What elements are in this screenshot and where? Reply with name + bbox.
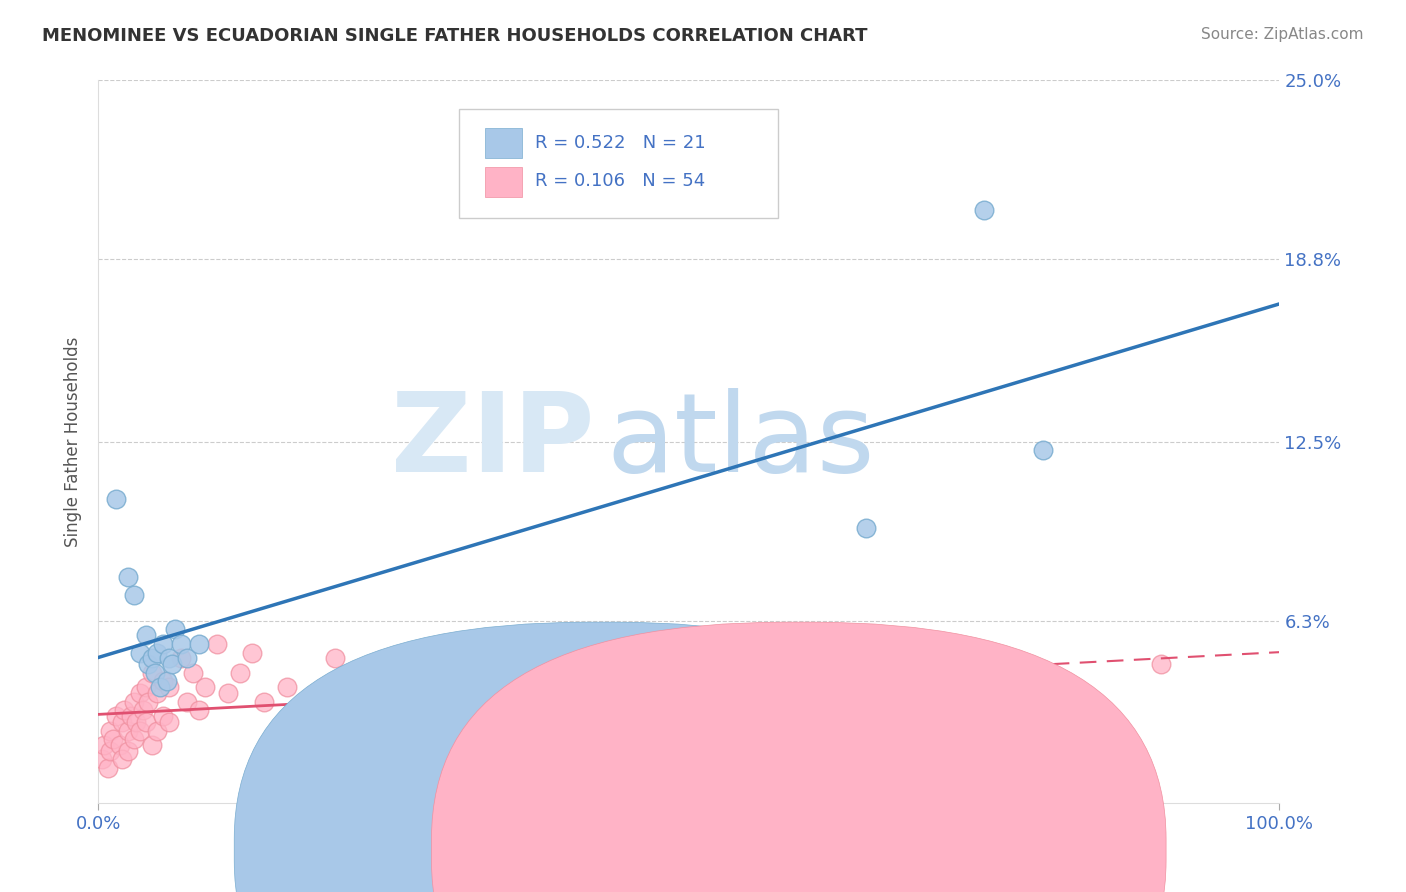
Point <box>914 646 936 660</box>
Point <box>323 651 346 665</box>
Point <box>141 665 163 680</box>
Text: R = 0.106   N = 54: R = 0.106 N = 54 <box>536 172 706 190</box>
Point <box>128 646 150 660</box>
Point <box>101 732 124 747</box>
FancyBboxPatch shape <box>458 109 778 218</box>
Point <box>128 686 150 700</box>
Point <box>382 674 405 689</box>
Point <box>122 695 145 709</box>
Point <box>146 686 169 700</box>
Point <box>157 680 180 694</box>
Point <box>105 492 128 507</box>
Point <box>108 738 131 752</box>
Point <box>146 646 169 660</box>
Text: Ecuadorians: Ecuadorians <box>817 841 927 859</box>
Point <box>97 761 120 775</box>
Point <box>165 623 187 637</box>
Text: MENOMINEE VS ECUADORIAN SINGLE FATHER HOUSEHOLDS CORRELATION CHART: MENOMINEE VS ECUADORIAN SINGLE FATHER HO… <box>42 27 868 45</box>
Point <box>187 703 209 717</box>
Point <box>122 732 145 747</box>
Text: ZIP: ZIP <box>391 388 595 495</box>
Point <box>91 752 114 766</box>
Point <box>441 695 464 709</box>
Point <box>105 709 128 723</box>
Point <box>152 637 174 651</box>
Point <box>132 703 155 717</box>
Point <box>152 709 174 723</box>
Text: atlas: atlas <box>606 388 875 495</box>
Point <box>973 203 995 218</box>
Point <box>117 744 139 758</box>
Point <box>240 646 263 660</box>
Point <box>125 714 148 729</box>
Point <box>1032 443 1054 458</box>
Point <box>205 637 228 651</box>
Point <box>276 680 298 694</box>
Text: Menominee: Menominee <box>620 841 725 859</box>
Point <box>149 680 172 694</box>
Point <box>217 686 239 700</box>
Point <box>181 665 204 680</box>
Y-axis label: Single Father Households: Single Father Households <box>65 336 83 547</box>
Point <box>112 703 135 717</box>
Point <box>170 651 193 665</box>
Text: R = 0.522   N = 21: R = 0.522 N = 21 <box>536 134 706 153</box>
Point <box>146 723 169 738</box>
Point <box>156 674 179 689</box>
Point <box>253 695 276 709</box>
Point <box>194 680 217 694</box>
Point <box>1091 709 1114 723</box>
Point <box>135 628 157 642</box>
Point <box>501 651 523 665</box>
Point <box>347 686 370 700</box>
Point <box>170 637 193 651</box>
Point <box>135 714 157 729</box>
Point <box>111 714 134 729</box>
Point <box>136 657 159 671</box>
Point <box>855 521 877 535</box>
Point <box>136 695 159 709</box>
Point <box>141 651 163 665</box>
Text: Source: ZipAtlas.com: Source: ZipAtlas.com <box>1201 27 1364 42</box>
Point <box>157 714 180 729</box>
Point <box>117 570 139 584</box>
Point <box>160 657 183 671</box>
Point <box>152 674 174 689</box>
Point <box>122 588 145 602</box>
Point <box>98 744 121 758</box>
FancyBboxPatch shape <box>485 128 523 158</box>
FancyBboxPatch shape <box>235 623 969 892</box>
Point <box>93 738 115 752</box>
Point <box>111 752 134 766</box>
Point <box>176 651 198 665</box>
Point <box>418 752 440 766</box>
Point <box>299 703 322 717</box>
Point <box>187 637 209 651</box>
Point <box>121 709 143 723</box>
Point <box>128 723 150 738</box>
Point <box>176 695 198 709</box>
Point <box>1032 665 1054 680</box>
Point <box>465 657 488 671</box>
Point <box>157 651 180 665</box>
Point <box>117 723 139 738</box>
Point <box>141 738 163 752</box>
Point <box>98 723 121 738</box>
Point <box>1150 657 1173 671</box>
FancyBboxPatch shape <box>432 623 1166 892</box>
Point <box>135 680 157 694</box>
Point <box>143 665 166 680</box>
FancyBboxPatch shape <box>485 167 523 197</box>
Point <box>229 665 252 680</box>
